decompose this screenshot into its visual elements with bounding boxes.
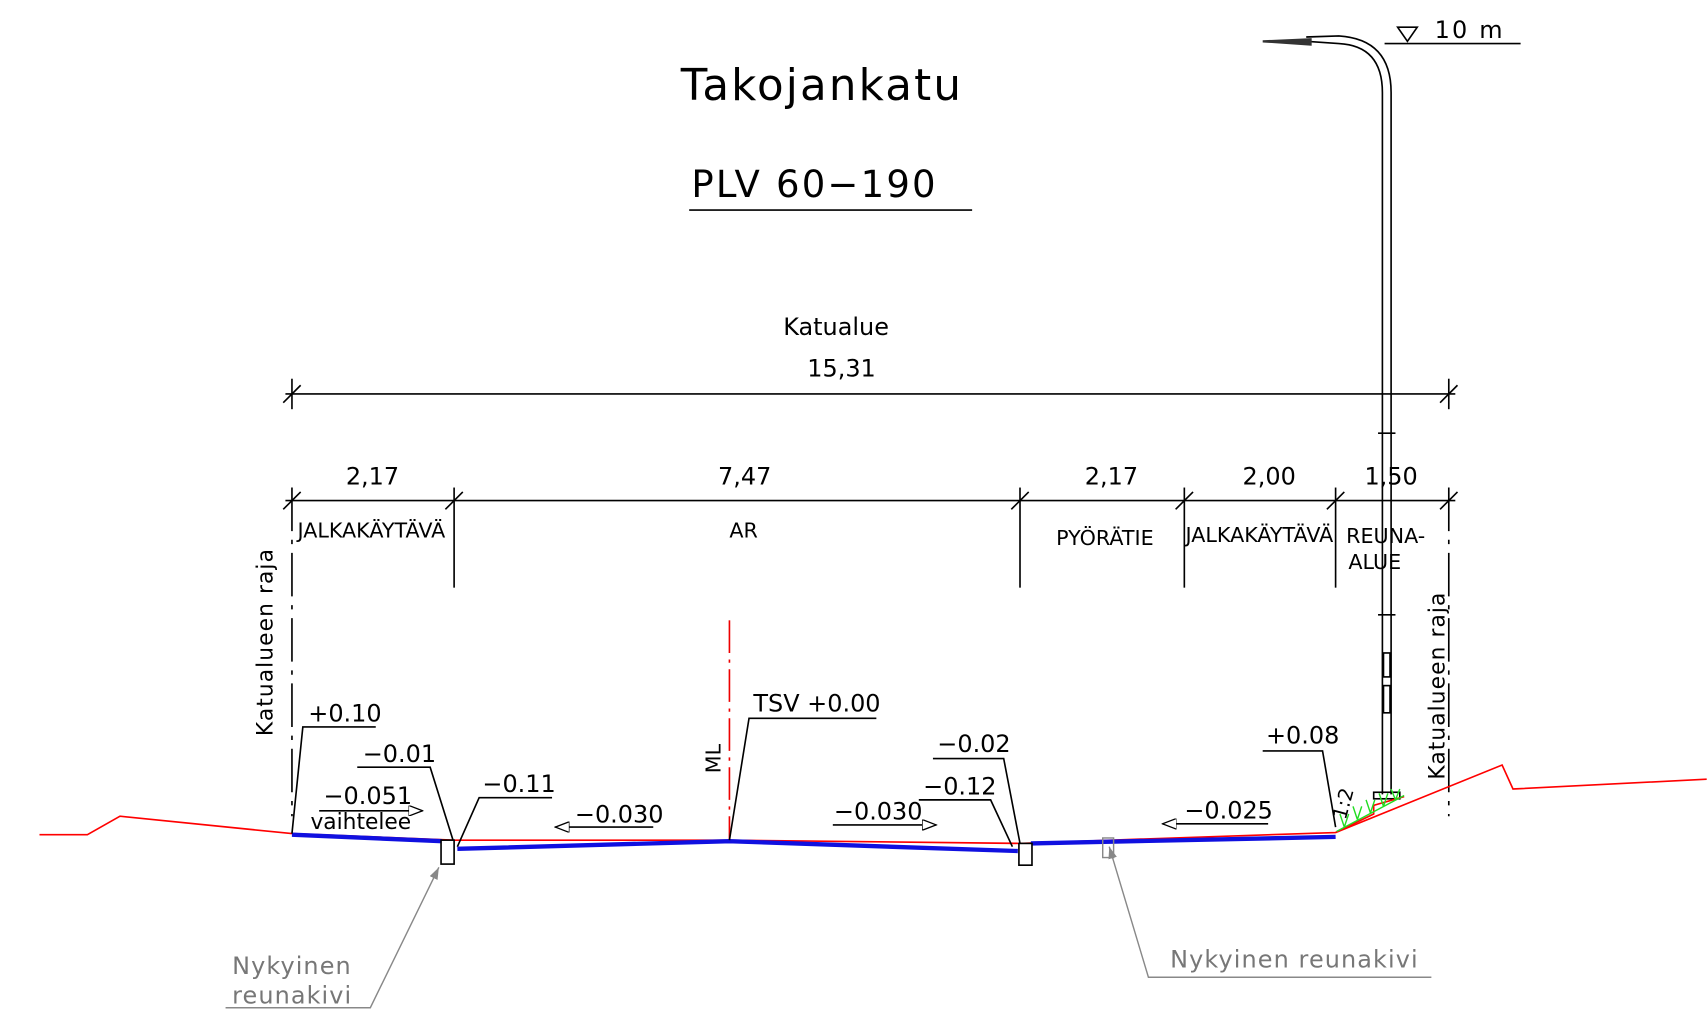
ground-line [39,764,1707,845]
title: Takojankatu [680,61,963,111]
section-label: PYÖRÄTIE [1056,525,1154,550]
slope-label: 1:2 [1328,785,1358,821]
section-label: REUNA- [1346,524,1425,548]
elevation: +0.08 [1266,721,1339,749]
section-label: AR [729,519,757,543]
note-leader [225,867,440,1009]
street-area-width: 15,31 [807,355,876,383]
ground-line [1335,795,1405,834]
level-symbol [1396,26,1419,43]
boundary-label: Katualueen raja [253,548,278,736]
level-label: 10 m [1435,16,1505,44]
note: Nykyinen [232,952,352,980]
elevation: TSV +0.00 [752,690,880,718]
elevation: −0.051 [324,782,413,810]
planting [1336,788,1405,833]
curb [440,839,455,865]
section-width: 2,17 [346,462,399,490]
note: Nykyinen reunakivi [1170,945,1419,973]
elevation: +0.10 [308,700,381,728]
elevation: −0.02 [937,730,1010,758]
note-leader [1108,846,1432,978]
section-width: 2,17 [1085,462,1138,490]
boundary-label: Katualueen raja [1425,592,1450,780]
street-area-label: Katualue [783,313,889,341]
curb [1018,842,1033,866]
leader-lines [291,717,1337,848]
elevation: −0.025 [1184,796,1273,824]
elevation: −0.030 [575,801,664,829]
section-width: 1,50 [1364,462,1417,490]
elevation: −0.01 [363,740,436,768]
section-width: 7,47 [718,462,771,490]
section-width: 2,00 [1243,462,1296,490]
lamp-post [1262,35,1401,800]
dimension-line [282,378,1459,817]
section-label: JALKAKÄYTÄVÄ [1184,522,1334,547]
surface-line [291,832,1336,854]
elevation-note: vaihtelee [310,810,411,835]
elevation: −0.030 [834,797,923,825]
subtitle: PLV 60−190 [691,163,937,206]
elevation: −0.11 [482,770,555,798]
section-label: ALUE [1348,550,1401,574]
elevation: −0.12 [923,772,996,800]
section-label: JALKAKÄYTÄVÄ [296,518,446,543]
centerline-label: ML [702,743,726,773]
note: reunakivi [232,981,352,1009]
